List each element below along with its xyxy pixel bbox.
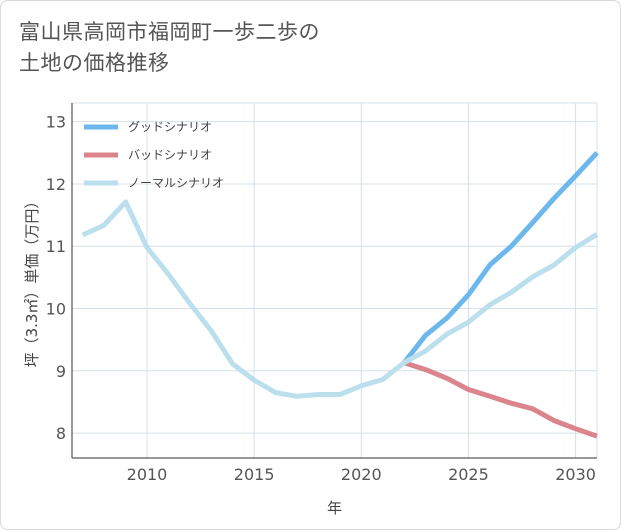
axes xyxy=(71,103,597,459)
y-tick-label-11: 11 xyxy=(46,237,66,256)
legend-label-bad: バッドシナリオ xyxy=(128,148,212,162)
y-tick-label-9: 9 xyxy=(56,362,66,381)
legend-label-good: グッドシナリオ xyxy=(128,120,212,134)
x-tick-label-2010: 2010 xyxy=(127,465,168,484)
chart-title: 富山県高岡市福岡町一歩二歩の 土地の価格推移 xyxy=(19,17,579,79)
x-tick-label-2015: 2015 xyxy=(234,465,275,484)
y-axis-label: 坪（3.3㎡）単価（万円） xyxy=(23,194,41,368)
series-line-good xyxy=(402,151,599,365)
y-tick-label-10: 10 xyxy=(46,300,66,319)
series-lines xyxy=(81,151,599,439)
x-tick-label-2030: 2030 xyxy=(555,465,596,484)
x-axis-label: 年 xyxy=(327,499,342,517)
series-line-bad xyxy=(403,360,598,439)
y-tick-label-12: 12 xyxy=(46,175,66,194)
x-tick-label-2020: 2020 xyxy=(341,465,382,484)
legend-label-normal: ノーマルシナリオ xyxy=(128,176,224,190)
tick-labels: 2010 2015 2020 2025 2030 8 9 10 11 12 13 xyxy=(46,113,596,484)
chart-title-line-2: 土地の価格推移 xyxy=(19,51,170,75)
grid-lines xyxy=(72,102,598,458)
y-tick-label-8: 8 xyxy=(56,424,66,443)
y-tick-label-13: 13 xyxy=(46,113,66,132)
x-tick-label-2025: 2025 xyxy=(448,465,489,484)
chart-title-line-1: 富山県高岡市福岡町一歩二歩の xyxy=(19,20,320,44)
series-line-normal xyxy=(81,199,599,399)
